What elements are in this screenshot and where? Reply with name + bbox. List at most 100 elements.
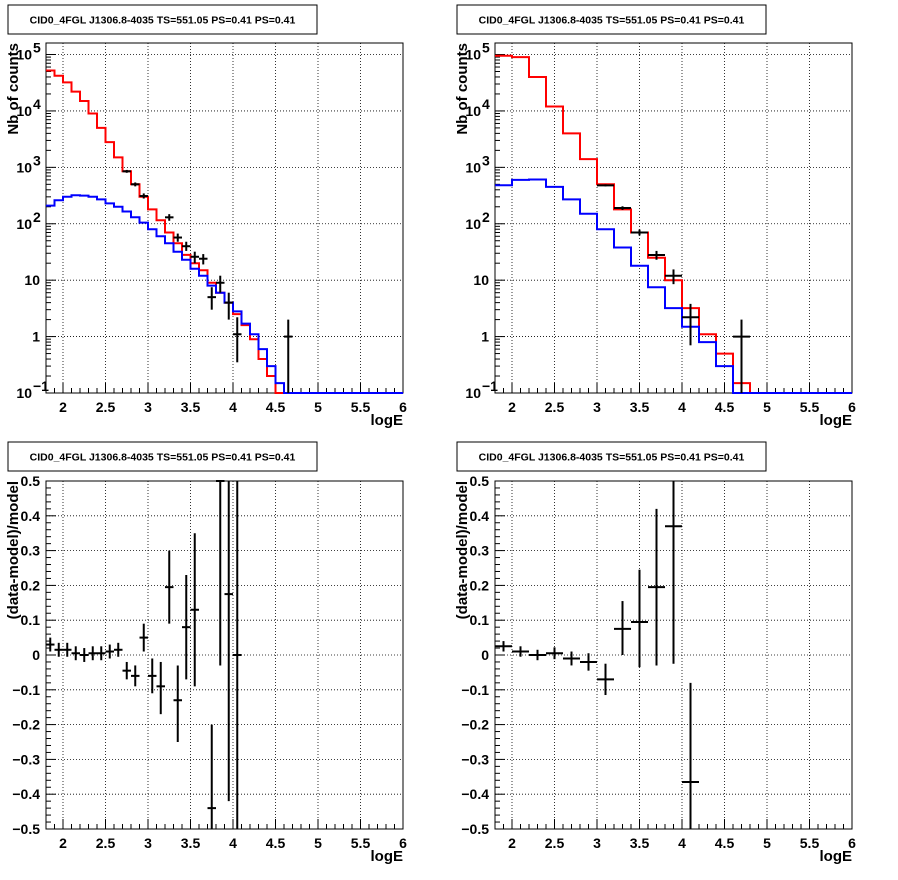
data-point <box>733 319 750 393</box>
title-box <box>7 4 318 35</box>
data-point <box>190 251 199 264</box>
chart-title: CID0_4FGL J1306.8-4035 TS=551.05 PS=0.41… <box>30 452 296 464</box>
plot-frame <box>45 42 404 394</box>
data-point <box>88 646 97 661</box>
data-point <box>71 646 80 661</box>
y-tick-exponent: 3 <box>482 152 490 168</box>
data-point <box>199 254 208 265</box>
y-tick-label: 10 <box>473 272 489 288</box>
data-point <box>529 649 546 661</box>
y-tick-label: 0.5 <box>470 473 490 489</box>
step-series-2 <box>495 178 852 394</box>
data-point <box>682 303 699 346</box>
data-point <box>207 724 216 829</box>
y-tick-label: 0.1 <box>470 612 490 628</box>
x-tick-label: 5.5 <box>800 399 820 415</box>
data-point <box>648 250 665 260</box>
y-tick-label: 10 <box>16 47 32 63</box>
x-tick-label: 2 <box>59 399 67 415</box>
y-tick-exponent: 5 <box>33 40 41 56</box>
data-point <box>631 569 648 668</box>
data-point <box>224 481 233 802</box>
step-series-2 <box>46 194 403 394</box>
x-axis-label: logE <box>820 412 853 429</box>
x-tick-label: 3.5 <box>181 835 201 851</box>
data-points <box>597 184 750 393</box>
y-tick-label: 0.4 <box>470 508 490 524</box>
title-box <box>456 4 767 35</box>
data-point <box>173 665 182 742</box>
x-tick-label: 2.5 <box>545 835 565 851</box>
data-point <box>614 206 631 210</box>
data-point <box>216 480 225 666</box>
data-point <box>648 508 665 666</box>
y-tick-exponent: 3 <box>33 152 41 168</box>
grid-lines <box>495 43 852 393</box>
x-tick-label: 3.5 <box>181 399 201 415</box>
y-axis-label: Nb of counts <box>5 43 22 135</box>
x-tick-label: 5.5 <box>800 835 820 851</box>
x-tick-label: 5 <box>314 399 322 415</box>
data-point <box>122 661 131 680</box>
data-point <box>156 661 165 715</box>
x-tick-label: 6 <box>848 399 856 415</box>
tick-marks <box>45 480 404 830</box>
x-tick-label: 2.5 <box>96 835 116 851</box>
y-tick-exponent: 2 <box>482 209 490 225</box>
data-point <box>284 319 293 393</box>
data-points <box>46 480 242 829</box>
y-axis-label: Nb of counts <box>454 43 471 135</box>
x-tick-label: 3.5 <box>630 835 650 851</box>
data-point <box>190 533 199 687</box>
y-tick-exponent: −1 <box>482 378 498 394</box>
x-tick-label: 4 <box>678 835 686 851</box>
chart-title: CID0_4FGL J1306.8-4035 TS=551.05 PS=0.41… <box>479 15 745 27</box>
data-point <box>563 651 580 666</box>
x-axis-label: logE <box>820 848 853 865</box>
y-tick-label: 0.2 <box>470 577 490 593</box>
x-tick-label: 4.5 <box>266 399 286 415</box>
y-tick-label: 0 <box>32 647 40 663</box>
y-tick-label: 10 <box>465 103 481 119</box>
x-tick-label: 2.5 <box>545 399 565 415</box>
x-tick-label: 6 <box>399 399 407 415</box>
y-tick-label: −0.4 <box>12 786 40 802</box>
y-tick-label: 0.1 <box>21 612 41 628</box>
data-point <box>233 481 242 829</box>
x-tick-label: 5.5 <box>351 835 371 851</box>
data-point <box>546 647 563 660</box>
y-tick-label: 0.3 <box>21 543 41 559</box>
title-box <box>456 441 767 472</box>
data-points <box>495 481 699 829</box>
x-tick-label: 4.5 <box>715 399 735 415</box>
x-tick-label: 4 <box>678 399 686 415</box>
data-point <box>182 241 191 251</box>
plot-frame <box>494 42 853 394</box>
data-point <box>631 229 648 236</box>
data-point <box>597 184 614 187</box>
grid-lines <box>46 481 403 829</box>
y-tick-label: 1 <box>481 329 489 345</box>
data-point <box>131 182 140 187</box>
data-point <box>495 641 512 652</box>
y-axis-label: (data-model)/model <box>454 481 471 619</box>
data-point <box>139 193 148 199</box>
x-tick-label: 4 <box>229 399 237 415</box>
data-point <box>148 658 157 694</box>
chart-title: CID0_4FGL J1306.8-4035 TS=551.05 PS=0.41… <box>30 15 296 27</box>
y-tick-label: −0.1 <box>12 682 40 698</box>
x-tick-label: 2.5 <box>96 399 116 415</box>
y-tick-label: −0.2 <box>461 717 489 733</box>
data-point <box>665 481 682 664</box>
y-tick-label: −0.3 <box>12 751 40 767</box>
y-axis-label: (data-model)/model <box>5 481 22 619</box>
y-tick-label: 10 <box>465 159 481 175</box>
x-tick-label: 4.5 <box>715 835 735 851</box>
x-tick-label: 3.5 <box>630 399 650 415</box>
x-tick-label: 3 <box>144 835 152 851</box>
data-point <box>165 550 174 624</box>
y-tick-label: −0.3 <box>461 751 489 767</box>
y-tick-label: −0.1 <box>461 682 489 698</box>
